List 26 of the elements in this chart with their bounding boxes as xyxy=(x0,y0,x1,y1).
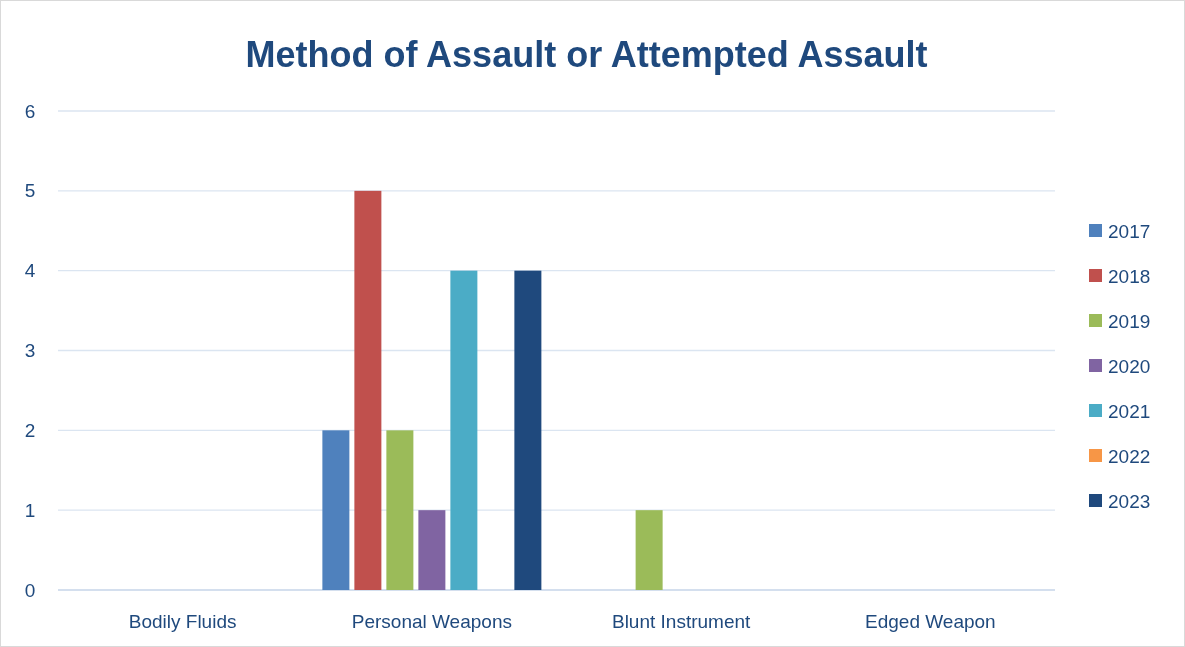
bar xyxy=(322,430,350,590)
y-tick-label: 0 xyxy=(24,579,36,601)
x-tick-label: Edged Weapon xyxy=(865,611,996,632)
bar xyxy=(635,510,663,590)
legend-label: 2020 xyxy=(1108,355,1151,377)
bar xyxy=(450,270,478,590)
legend-label: 2018 xyxy=(1108,265,1151,287)
x-tick-label: Blunt Instrument xyxy=(611,611,752,632)
legend-label: 2019 xyxy=(1108,310,1151,332)
bar xyxy=(386,430,414,590)
y-tick-label: 3 xyxy=(24,340,36,362)
y-tick-label: 2 xyxy=(24,419,36,441)
x-tick-label: Personal Weapons xyxy=(351,611,512,632)
bar xyxy=(354,190,382,590)
y-tick-label: 6 xyxy=(24,100,36,122)
y-tick-label: 5 xyxy=(24,180,36,202)
legend-label: 2023 xyxy=(1108,490,1151,512)
legend-label: 2022 xyxy=(1108,445,1151,467)
bar xyxy=(514,270,542,590)
legend-label: 2017 xyxy=(1108,220,1151,242)
x-tick-label: Bodily Fluids xyxy=(128,611,237,632)
chart-title: Method of Assault or Attempted Assault xyxy=(245,34,928,75)
bar xyxy=(418,510,446,590)
legend-label: 2021 xyxy=(1108,400,1151,422)
y-tick-label: 1 xyxy=(24,499,36,521)
y-tick-label: 4 xyxy=(24,260,36,282)
